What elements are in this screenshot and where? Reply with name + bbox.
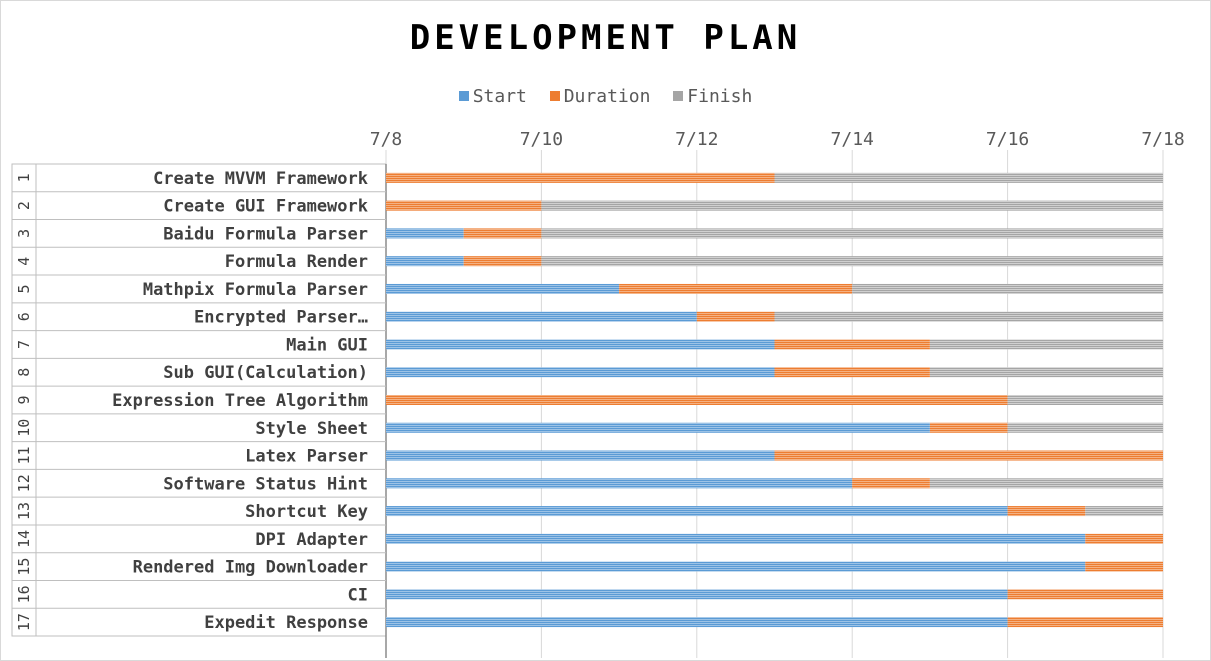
bar-duration bbox=[386, 200, 542, 211]
row-index-label: 3 bbox=[15, 229, 33, 238]
task-label: Mathpix Formula Parser bbox=[143, 280, 368, 300]
bar-duration bbox=[1085, 561, 1163, 572]
task-label: Expedit Response bbox=[204, 613, 368, 633]
row-index-label: 15 bbox=[15, 558, 33, 576]
x-tick-label: 7/14 bbox=[831, 129, 874, 150]
x-tick-label: 7/10 bbox=[520, 129, 563, 150]
bar-duration bbox=[386, 395, 1008, 405]
bar-start bbox=[386, 478, 853, 489]
bar-finish bbox=[1007, 395, 1163, 405]
bar-start bbox=[386, 228, 464, 239]
row-index-label: 14 bbox=[15, 530, 33, 548]
bar-finish bbox=[929, 478, 1163, 489]
bar-start bbox=[386, 311, 697, 322]
bar-start bbox=[386, 506, 1008, 517]
legend-item-finish: Finish bbox=[673, 86, 752, 107]
legend-label-finish: Finish bbox=[687, 86, 753, 107]
row-index-label: 11 bbox=[15, 446, 33, 464]
bar-start bbox=[386, 450, 775, 461]
bar-duration bbox=[852, 478, 930, 489]
task-label: Shortcut Key bbox=[245, 502, 368, 522]
row-index-label: 4 bbox=[15, 257, 33, 266]
bar-duration bbox=[1007, 617, 1163, 628]
task-label: DPI Adapter bbox=[255, 530, 368, 550]
x-tick-label: 7/16 bbox=[986, 129, 1029, 150]
row-index-label: 12 bbox=[15, 474, 33, 492]
row-index-label: 17 bbox=[15, 613, 33, 631]
bar-duration bbox=[386, 172, 775, 183]
bar-start bbox=[386, 367, 775, 378]
legend-swatch-finish bbox=[673, 91, 684, 101]
bar-start bbox=[386, 533, 1086, 544]
bar-start bbox=[386, 561, 1086, 572]
bar-start bbox=[386, 617, 1008, 628]
bar-duration bbox=[774, 367, 930, 378]
bar-finish bbox=[541, 200, 1163, 211]
task-label: Rendered Img Downloader bbox=[133, 558, 368, 578]
task-label: Software Status Hint bbox=[163, 474, 368, 494]
legend: Start Duration Finish bbox=[0, 86, 1211, 107]
row-index-label: 10 bbox=[15, 419, 33, 437]
bar-duration bbox=[1007, 589, 1163, 600]
row-index-label: 9 bbox=[15, 395, 33, 404]
task-label: Main GUI bbox=[286, 335, 368, 355]
bar-duration bbox=[463, 228, 542, 239]
bar-duration bbox=[619, 283, 853, 294]
task-label: CI bbox=[348, 585, 368, 605]
x-tick-label: 7/12 bbox=[675, 129, 718, 150]
task-label: Sub GUI(Calculation) bbox=[163, 363, 368, 383]
task-label: Create MVVM Framework bbox=[153, 169, 368, 189]
bar-start bbox=[386, 283, 620, 294]
bar-duration bbox=[774, 339, 930, 350]
bar-finish bbox=[852, 283, 1163, 294]
row-index-label: 7 bbox=[15, 340, 33, 349]
task-label: Formula Render bbox=[225, 252, 368, 272]
bar-start bbox=[386, 339, 775, 350]
bar-duration bbox=[463, 256, 542, 267]
chart-title: DEVELOPMENT PLAN bbox=[409, 18, 802, 58]
bar-duration bbox=[1085, 533, 1163, 544]
bar-start bbox=[386, 256, 464, 267]
legend-label-start: Start bbox=[472, 86, 527, 107]
row-index-label: 5 bbox=[15, 284, 33, 293]
row-index-label: 1 bbox=[15, 173, 33, 182]
row-index-label: 13 bbox=[15, 502, 33, 520]
bar-finish bbox=[1085, 506, 1163, 517]
bar-finish bbox=[929, 367, 1163, 378]
bar-duration bbox=[1007, 506, 1086, 517]
task-label: Create GUI Framework bbox=[163, 197, 368, 217]
bar-finish bbox=[1007, 422, 1163, 433]
bar-finish bbox=[929, 339, 1163, 350]
row-index-label: 8 bbox=[15, 368, 33, 377]
x-tick-label: 7/8 bbox=[370, 129, 403, 150]
legend-swatch-start bbox=[458, 91, 469, 101]
bar-duration bbox=[696, 311, 775, 322]
bar-start bbox=[386, 422, 930, 433]
bar-duration bbox=[774, 450, 1163, 461]
bar-finish bbox=[541, 228, 1163, 239]
bar-duration bbox=[929, 422, 1008, 433]
legend-item-start: Start bbox=[458, 86, 527, 107]
row-index-label: 2 bbox=[15, 201, 33, 210]
bar-start bbox=[386, 589, 1008, 600]
task-label: Latex Parser bbox=[245, 447, 368, 467]
bar-finish bbox=[774, 311, 1163, 322]
task-label: Style Sheet bbox=[255, 419, 368, 439]
row-index-label: 6 bbox=[15, 312, 33, 321]
legend-label-duration: Duration bbox=[563, 86, 651, 107]
x-tick-label: 7/18 bbox=[1141, 129, 1184, 150]
row-index-label: 16 bbox=[15, 585, 33, 603]
bar-finish bbox=[774, 172, 1163, 183]
task-label: Encrypted Parser… bbox=[194, 308, 368, 328]
bar-finish bbox=[541, 256, 1163, 267]
task-label: Baidu Formula Parser bbox=[163, 224, 368, 244]
task-label: Expression Tree Algorithm bbox=[112, 391, 368, 411]
legend-swatch-duration bbox=[549, 91, 560, 101]
legend-item-duration: Duration bbox=[549, 86, 651, 107]
